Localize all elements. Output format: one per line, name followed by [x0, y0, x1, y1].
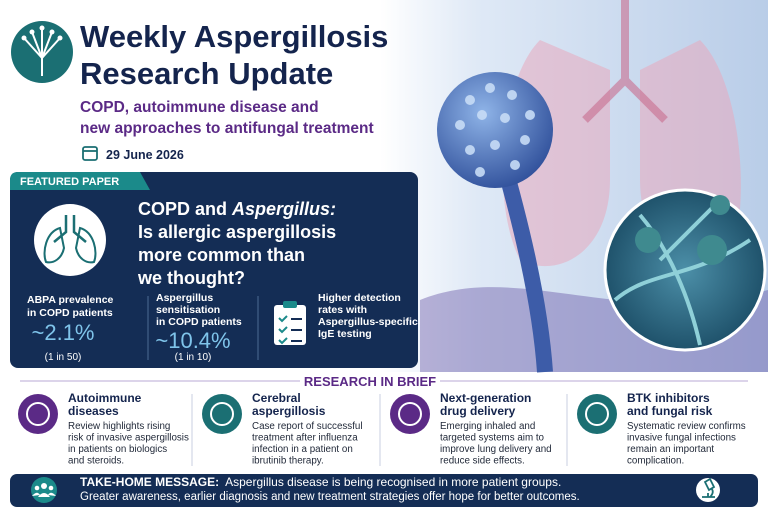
- brief-text: ibrutinib therapy.: [252, 456, 324, 467]
- stat-value: ~2.1%: [32, 320, 95, 345]
- subtitle-line: COPD, autoimmune disease and: [80, 99, 319, 116]
- stat-label: Higher detection: [318, 292, 401, 304]
- takehome-label: TAKE-HOME MESSAGE:: [80, 475, 219, 489]
- brief-text: in patients on biologics: [68, 444, 167, 455]
- featured-panel: [10, 172, 418, 368]
- brief-icon-ring: [398, 402, 422, 426]
- brief-title: aspergillosis: [252, 404, 326, 418]
- brief-icon-ring: [26, 402, 50, 426]
- stat-label: in COPD patients: [27, 307, 113, 319]
- brief-text: treatment after influenza: [252, 433, 358, 444]
- brief-text: Case report of successful: [252, 421, 363, 432]
- stat-label: sensitisation: [156, 304, 220, 316]
- brief-text: Emerging inhaled and: [440, 421, 535, 432]
- logo: [11, 21, 73, 83]
- stat-label: Aspergillus-specific: [318, 316, 418, 328]
- headline-part: COPD and: [138, 199, 227, 219]
- takehome-line: Greater awareness, earlier diagnosis and…: [80, 491, 580, 503]
- takehome-panel: [10, 474, 758, 507]
- takehome-line: TAKE-HOME MESSAGE: Aspergillus disease is…: [80, 475, 561, 489]
- date: 29 June 2026: [106, 148, 184, 162]
- brief-text: improve lung delivery and: [440, 444, 552, 455]
- brief-text: complication.: [627, 456, 684, 467]
- stat-label: ABPA prevalence: [27, 294, 114, 306]
- brief-title: diseases: [68, 404, 119, 418]
- brief-title: Next-generation: [440, 391, 531, 405]
- stat-label: in COPD patients: [156, 316, 242, 328]
- brief-text: invasive fungal infections: [627, 433, 736, 444]
- lung-icon: [34, 204, 106, 276]
- brief-title: drug delivery: [440, 404, 516, 418]
- brief-text: targeted systems aim to: [440, 433, 545, 444]
- featured-tag-bg: [10, 172, 150, 190]
- brief-title: Cerebral: [252, 391, 301, 405]
- brief-icon-ring: [210, 402, 234, 426]
- stat-note: (1 in 10): [175, 352, 212, 363]
- brief-text: risk of invasive aspergillosis: [68, 433, 189, 444]
- brief-heading: RESEARCH IN BRIEF: [304, 374, 436, 389]
- brief-title: and fungal risk: [627, 404, 713, 418]
- microscope-icon: [696, 477, 720, 502]
- stat-note: (1 in 50): [45, 352, 82, 363]
- brief-icon: [202, 394, 242, 434]
- clipboard-icon: [274, 301, 306, 345]
- stat-label: Aspergillus: [156, 292, 213, 304]
- featured-tag: FEATURED PAPER: [20, 176, 119, 188]
- illustration: [380, 0, 768, 373]
- people-icon: [31, 477, 57, 503]
- takehome-text: Aspergillus disease is being recognised …: [225, 475, 561, 489]
- brief-title: Autoimmune: [68, 391, 142, 405]
- brief-icon: [18, 394, 58, 434]
- stat-value: ~10.4%: [155, 328, 230, 353]
- stat-label: IgE testing: [318, 328, 372, 340]
- subtitle-line: new approaches to antifungal treatment: [80, 120, 374, 137]
- brief-icon: [390, 394, 430, 434]
- headline-line: more common than: [138, 245, 305, 265]
- title-line: Weekly Aspergillosis: [80, 19, 388, 54]
- brief-text: Systematic review confirms: [627, 421, 746, 432]
- title-line: Research Update: [80, 56, 333, 91]
- brief-text: remain an important: [627, 444, 714, 455]
- headline-line: we thought?: [137, 268, 245, 288]
- brief-title: BTK inhibitors: [627, 391, 710, 405]
- stat-label: rates with: [318, 304, 367, 316]
- brief-text: reduce side effects.: [440, 456, 525, 467]
- brief-icon: [577, 394, 617, 434]
- headline: COPD and Aspergillus:: [138, 199, 336, 219]
- brief-icon-ring: [585, 402, 609, 426]
- headline-line: Is allergic aspergillosis: [138, 222, 336, 242]
- headline-part: Aspergillus:: [231, 199, 336, 219]
- calendar-icon: [82, 146, 98, 161]
- brief-text: Review highlights rising: [68, 421, 170, 432]
- brief-text: and steroids.: [68, 456, 124, 467]
- brief-text: infection in a patient on: [252, 444, 353, 455]
